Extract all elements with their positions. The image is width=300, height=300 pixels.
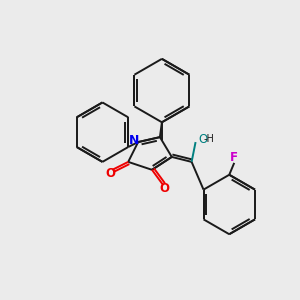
Text: O: O [198, 133, 207, 146]
Text: N: N [129, 134, 139, 147]
Text: -H: -H [204, 134, 215, 144]
Text: O: O [160, 182, 170, 195]
Text: F: F [230, 152, 238, 164]
Text: O: O [105, 167, 116, 180]
